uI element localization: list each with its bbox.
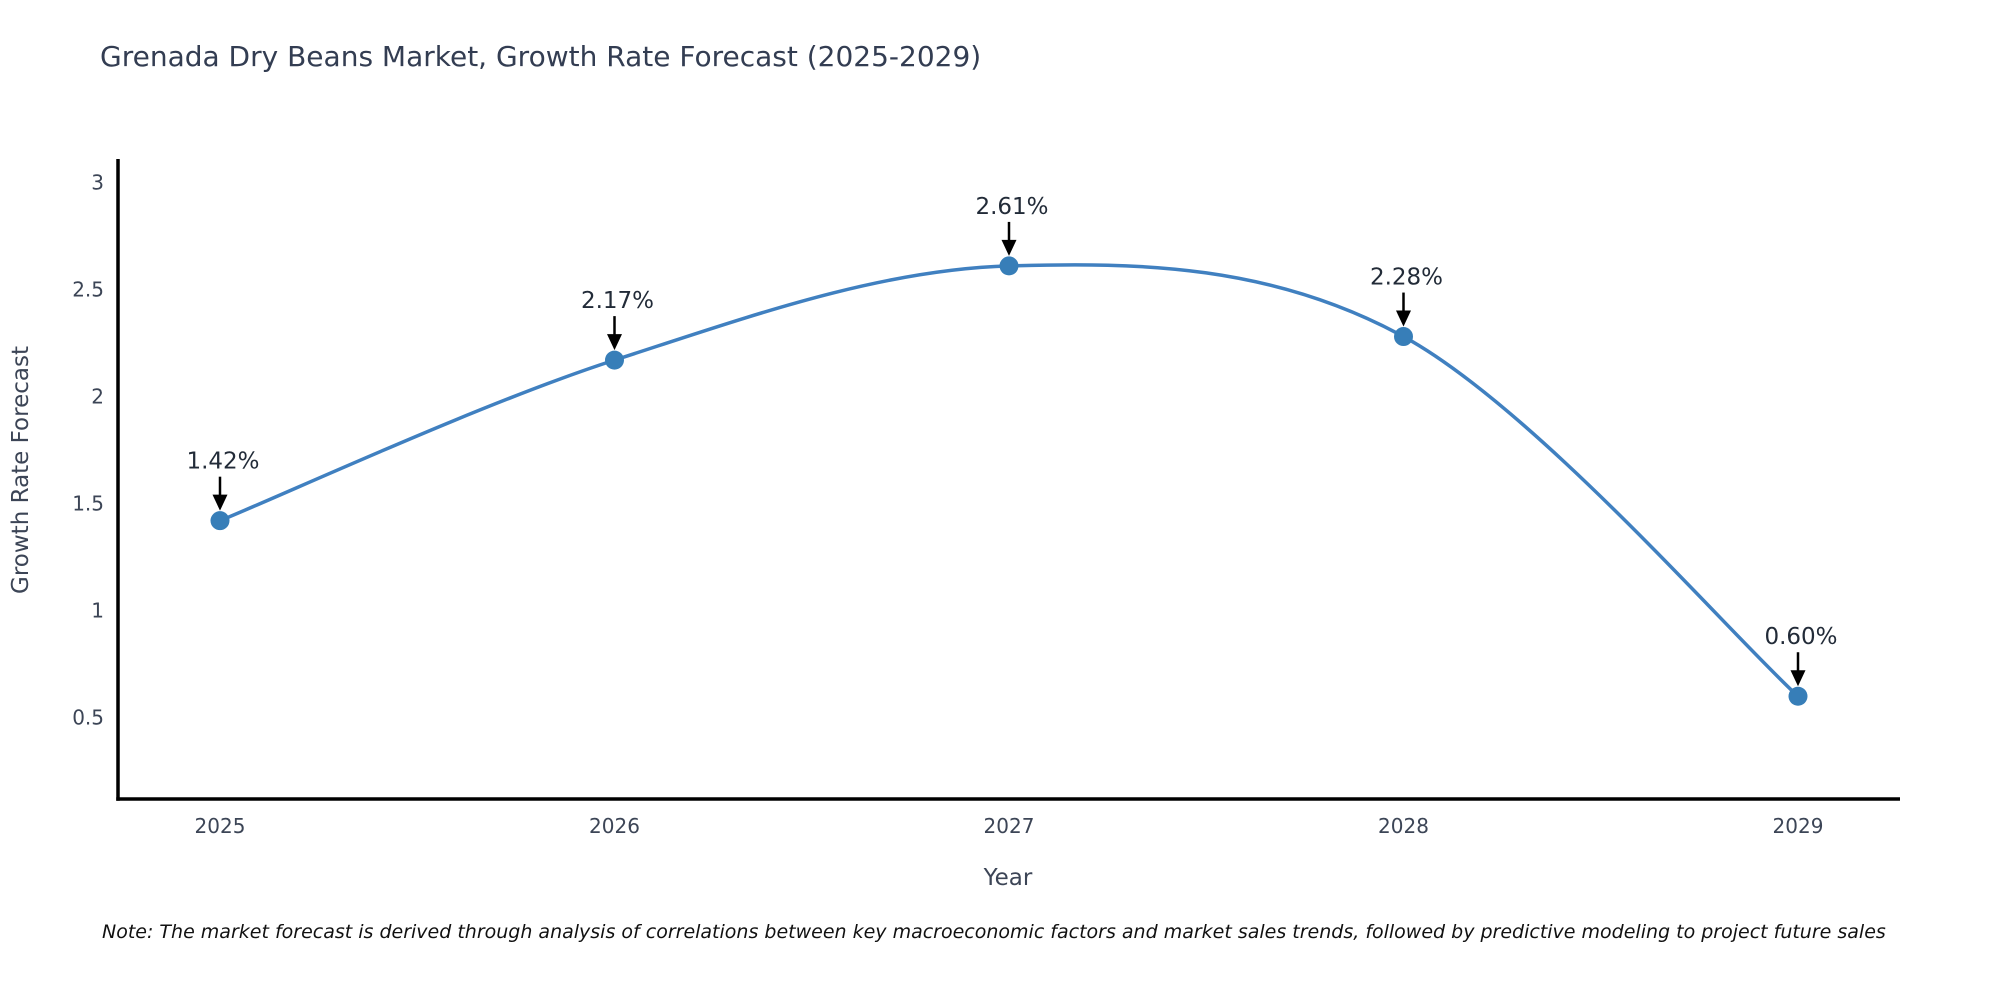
axes (116, 159, 1900, 801)
y-tick-label: 1.5 (72, 492, 104, 516)
footnote: Note: The market forecast is derived thr… (102, 921, 1886, 943)
x-tick-label: 2026 (589, 814, 640, 838)
data-point-2026 (605, 350, 624, 370)
tick-labels: 0.5 1 1.5 2 2.5 3 2025 2026 2027 2028 2029 (72, 170, 1823, 838)
data-point-2027 (999, 256, 1019, 276)
forecast-line (218, 263, 1800, 698)
forecast-line-series (210, 256, 1808, 706)
data-point-2029 (1788, 686, 1808, 706)
annotation-arrow-head (1790, 670, 1806, 687)
point-value-label: 2.61% (975, 194, 1048, 220)
y-tick-label: 3 (91, 170, 104, 194)
point-value-label: 2.17% (581, 288, 654, 314)
point-annotations: 1.42% 2.17% 2.61% 2.28% 0.60% (186, 194, 1838, 687)
point-value-label: 0.60% (1764, 624, 1837, 650)
y-tick-label: 1 (91, 599, 104, 623)
data-point-2028 (1394, 327, 1413, 347)
x-tick-label: 2028 (1378, 814, 1429, 838)
x-axis-title: Year (983, 865, 1033, 891)
annotation-arrow-head (607, 334, 622, 351)
point-value-label: 2.28% (1370, 265, 1443, 291)
x-tick-label: 2029 (1773, 814, 1824, 838)
chart-title: Grenada Dry Beans Market, Growth Rate Fo… (100, 40, 981, 73)
point-value-label: 1.42% (186, 449, 259, 475)
y-tick-label: 2.5 (72, 277, 104, 301)
annotation-arrow-head (1001, 239, 1017, 256)
annotation-arrow-head (212, 494, 228, 511)
y-axis-title: Growth Rate Forecast (8, 346, 34, 594)
data-point-2025 (210, 511, 230, 531)
x-tick-label: 2027 (984, 814, 1035, 838)
y-tick-label: 2 (91, 385, 104, 409)
y-tick-label: 0.5 (72, 706, 104, 730)
x-tick-label: 2025 (195, 814, 246, 838)
annotation-arrow-head (1396, 310, 1411, 327)
